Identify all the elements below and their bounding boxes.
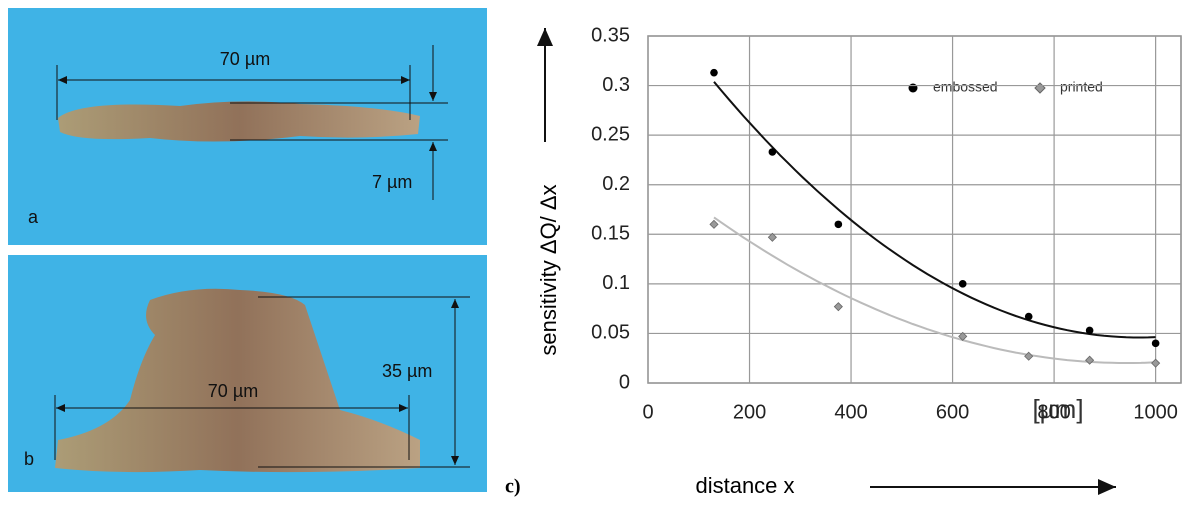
legend: embossed printed <box>895 72 1130 104</box>
point <box>1085 326 1094 335</box>
point <box>1151 358 1161 368</box>
trend-line <box>713 81 1156 339</box>
y-tick-label: 0.05 <box>591 322 630 344</box>
legend-label: printed <box>1060 79 1103 95</box>
point <box>1024 351 1034 361</box>
x-tick-label: 600 <box>936 401 969 423</box>
panel-label: a <box>28 207 39 227</box>
x-tick-label: 1000 <box>1133 401 1178 423</box>
plot: 0 0.05 0.1 0.15 0.2 0.25 0.3 0.35 0 200 400 600 800 1… <box>591 24 1182 423</box>
y-tick-label: 0.15 <box>591 223 630 245</box>
point <box>710 68 718 77</box>
point <box>958 331 968 341</box>
panel-label: b <box>24 449 34 469</box>
annotation: 70 µm <box>220 49 270 69</box>
legend-marker <box>908 83 918 93</box>
x-tick-label: 400 <box>834 401 867 423</box>
point <box>833 302 843 312</box>
trend-line <box>713 216 1156 364</box>
point <box>1085 355 1095 365</box>
x-axis-label: distance x <box>695 473 794 498</box>
panel-label: c) <box>505 476 521 498</box>
micrograph-a: 70 µm 7 µm a <box>8 8 487 245</box>
unit-label: [µm] <box>1032 394 1083 424</box>
y-tick-label: 0.3 <box>602 74 630 96</box>
y-tick-label: 0.35 <box>591 24 630 46</box>
point <box>709 219 719 229</box>
point <box>834 220 843 229</box>
point <box>958 280 967 288</box>
y-tick-label: 0.25 <box>591 123 630 145</box>
x-tick-label: 0 <box>642 401 653 423</box>
y-tick-label: 0.1 <box>602 272 630 294</box>
y-tick-label: 0 <box>619 371 630 393</box>
annotation: 35 µm <box>382 361 432 381</box>
point <box>1151 339 1160 348</box>
point <box>1024 312 1033 321</box>
point <box>768 148 777 156</box>
y-tick-label: 0.2 <box>602 173 630 195</box>
y-axis-label: sensitivity ΔQ/ Δx <box>536 184 561 355</box>
x-tick-label: 800 <box>1037 401 1070 423</box>
annotation: 7 µm <box>372 172 412 192</box>
annotation: 70 µm <box>208 381 258 401</box>
x-tick-label: 200 <box>733 401 766 423</box>
legend-box <box>895 72 1130 104</box>
legend-label: embossed <box>933 79 998 95</box>
point <box>767 232 777 242</box>
micrograph-b: 70 µm 35 µm b <box>8 255 487 492</box>
